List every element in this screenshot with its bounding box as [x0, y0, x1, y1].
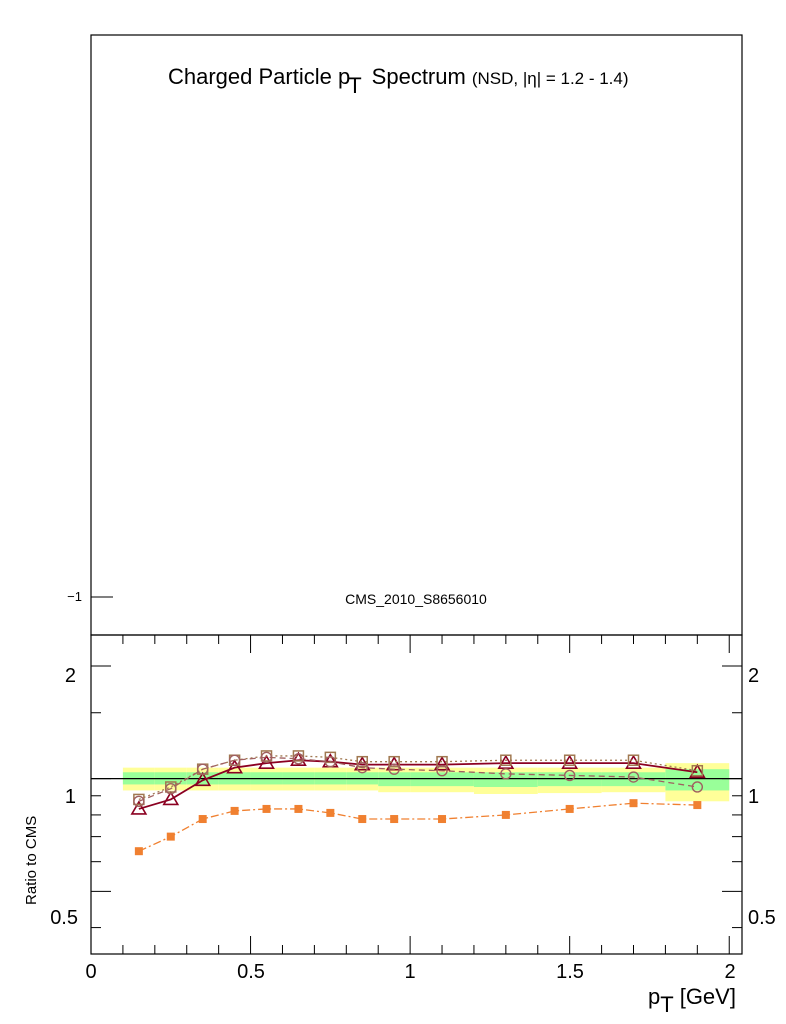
- series-marker-filled-square: [326, 808, 335, 817]
- series-marker-square: [292, 750, 305, 762]
- x-tick-label-0-5: 0.5: [237, 961, 265, 983]
- series-marker-filled-square: [230, 806, 239, 815]
- series-marker-square: [627, 754, 640, 766]
- y-tick-label-right-1: 1: [748, 786, 759, 808]
- series-line: [138, 759, 698, 810]
- series-marker-circle: [500, 768, 512, 780]
- ratio-series: [130, 750, 706, 856]
- inner-band-bin: [473, 772, 538, 787]
- series-marker-filled-square: [565, 804, 574, 813]
- series-marker-circle: [627, 771, 640, 783]
- y-tick-label-left-0-5: 0.5: [50, 907, 78, 929]
- series-marker-triangle: [433, 756, 451, 771]
- series-marker-filled-square: [358, 815, 367, 824]
- main-panel-frame: [90, 34, 743, 636]
- series-marker-square: [500, 754, 512, 766]
- series-line: [138, 802, 698, 852]
- series-marker-circle: [196, 763, 209, 775]
- ratio-y-ticks: [91, 665, 742, 929]
- series-marker-circle: [260, 751, 273, 764]
- series-marker-triangle: [688, 763, 706, 779]
- x-tick-label-2: 2: [724, 961, 735, 983]
- series-marker-filled-square: [262, 804, 271, 813]
- series-marker-square: [388, 755, 400, 768]
- x-tick-label-0: 0: [85, 961, 96, 983]
- analysis-annotation: CMS_2010_S8656010: [345, 591, 487, 607]
- series-marker-triangle: [130, 800, 148, 815]
- series-marker-triangle: [194, 771, 212, 787]
- ratio-panel-frame: [90, 634, 743, 955]
- series-marker-square: [691, 764, 704, 777]
- inner-band-bin: [665, 769, 730, 791]
- x-tick-label-1-5: 1.5: [556, 961, 584, 983]
- series-marker-filled-square: [438, 815, 447, 824]
- series-marker-filled-square: [198, 815, 207, 824]
- y-tick-label-right-2: 2: [748, 665, 759, 687]
- series-marker-filled-square: [390, 815, 399, 824]
- series-marker-triangle: [625, 754, 642, 769]
- y-tick-label-right-0-5: 0.5: [748, 907, 776, 929]
- series-marker-circle: [292, 753, 305, 765]
- chart-title: Charged Particle pT Spectrum (NSD, |η| = 1…: [168, 64, 629, 98]
- main-y-tick-label: −1: [67, 589, 82, 604]
- series-marker-circle: [133, 795, 145, 807]
- ratio-panel: 2 1 0.5 2 1 0.5 0 0.5 1 1.5 2 pT [GeV] Ra…: [23, 634, 776, 1017]
- series-marker-filled-square: [134, 847, 143, 856]
- x-tick-label-1: 1: [404, 961, 415, 983]
- series-marker-circle: [563, 769, 576, 782]
- main-panel: Charged Particle pT Spectrum (NSD, |η| = 1…: [67, 34, 743, 636]
- series-marker-triangle: [561, 754, 579, 769]
- y-tick-label-left-2: 2: [65, 665, 76, 687]
- series-marker-filled-square: [294, 804, 303, 813]
- series-marker-circle: [356, 761, 368, 774]
- series-marker-filled-square: [501, 810, 510, 819]
- series-marker-square: [563, 754, 576, 766]
- series-marker-square: [356, 755, 368, 768]
- series-marker-circle: [436, 765, 448, 777]
- series-marker-circle: [228, 754, 241, 766]
- series-marker-triangle: [226, 759, 243, 774]
- y-tick-label-left-1: 1: [65, 786, 76, 808]
- series-marker-circle: [324, 755, 337, 768]
- series-marker-square: [324, 751, 337, 764]
- series-marker-square: [436, 755, 448, 768]
- series-marker-circle: [691, 781, 704, 793]
- series-marker-triangle: [258, 754, 275, 769]
- series-line: [138, 756, 698, 802]
- series-marker-circle: [165, 783, 177, 795]
- x-ticks: [90, 635, 730, 954]
- y-axis-title: Ratio to CMS: [23, 816, 40, 905]
- series-marker-filled-square: [629, 799, 638, 808]
- series-marker-triangle: [162, 790, 180, 806]
- series-marker-circle: [388, 763, 400, 775]
- series-marker-filled-square: [693, 801, 702, 810]
- x-axis-title: pT [GeV]: [648, 984, 736, 1017]
- series-marker-filled-square: [166, 832, 175, 841]
